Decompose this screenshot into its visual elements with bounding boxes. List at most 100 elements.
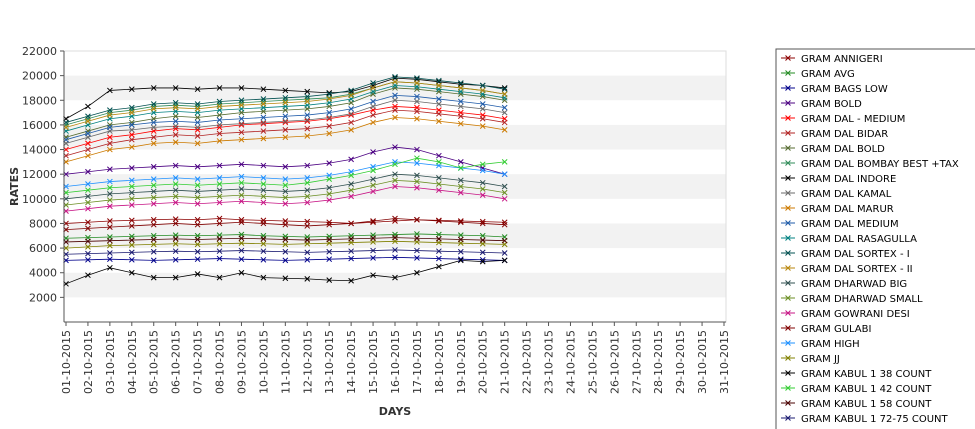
data-point <box>282 188 289 195</box>
data-point <box>260 193 267 200</box>
data-point <box>282 163 289 170</box>
data-point <box>194 126 201 133</box>
data-point <box>392 177 398 184</box>
data-point <box>282 236 289 243</box>
data-point <box>150 103 157 110</box>
grid-band <box>64 272 726 298</box>
data-point <box>216 175 223 181</box>
data-point <box>370 176 376 182</box>
data-point <box>85 199 91 206</box>
legend-marker <box>785 280 791 286</box>
legend-entry: GRAM BAGS LOW <box>801 84 888 95</box>
data-point <box>370 188 376 195</box>
x-tick-label: 09-10-2015 <box>235 330 248 394</box>
y-tick-label: 2000 <box>29 291 57 304</box>
data-point <box>414 93 420 100</box>
x-tick-label: 07-10-2015 <box>192 330 205 394</box>
data-point <box>107 184 113 191</box>
data-point <box>194 101 201 107</box>
data-point <box>479 167 486 174</box>
data-point <box>326 96 333 102</box>
data-point <box>457 219 464 226</box>
data-point <box>172 125 179 132</box>
legend-marker <box>785 205 791 211</box>
data-point <box>260 181 267 187</box>
legend-entry: GRAM AVG <box>801 69 855 80</box>
data-point <box>216 199 223 206</box>
data-point <box>238 85 245 91</box>
data-point <box>238 192 245 198</box>
data-point <box>326 221 333 228</box>
data-point <box>260 120 267 127</box>
data-point <box>304 193 311 200</box>
data-point <box>392 144 398 150</box>
data-point <box>85 244 91 250</box>
y-tick-label: 16000 <box>22 119 57 132</box>
data-point <box>85 193 91 200</box>
data-point <box>304 218 311 225</box>
data-point <box>238 256 245 263</box>
data-point <box>238 198 245 205</box>
legend-entry: GRAM HIGH <box>801 339 860 350</box>
data-point <box>128 237 135 243</box>
data-point <box>128 104 135 111</box>
data-point <box>282 126 289 133</box>
data-point <box>282 257 289 264</box>
data-point <box>370 82 376 89</box>
data-point <box>436 248 442 255</box>
data-point <box>479 220 486 227</box>
data-point <box>128 189 135 196</box>
legend-entry: GRAM KABUL 1 42 COUNT <box>801 384 932 395</box>
data-point <box>392 234 398 241</box>
x-tick-label: 13-10-2015 <box>323 330 336 394</box>
data-point <box>194 182 201 189</box>
data-point <box>392 114 398 121</box>
legend-marker <box>785 190 791 196</box>
data-point <box>370 218 376 224</box>
data-point <box>348 119 354 126</box>
data-point <box>348 156 354 163</box>
data-point <box>392 78 398 85</box>
legend: GRAM ANNIGERI GRAM AVG GRAM BAGS LOW GRAM B… <box>775 48 975 429</box>
data-point <box>414 108 420 115</box>
data-point <box>85 250 91 257</box>
data-point <box>304 93 311 100</box>
data-point <box>304 133 311 139</box>
data-point <box>436 77 442 84</box>
data-point <box>216 138 223 144</box>
data-point <box>370 167 376 174</box>
legend-marker <box>785 340 791 346</box>
data-point <box>370 182 376 189</box>
x-tick-label: 24-10-2015 <box>564 330 577 394</box>
data-point <box>479 179 486 186</box>
data-point <box>260 96 267 102</box>
data-point <box>216 215 223 222</box>
data-point <box>304 162 311 169</box>
x-tick-label: 04-10-2015 <box>126 330 139 394</box>
data-point <box>216 101 223 107</box>
data-point <box>370 80 376 86</box>
legend-entry: GRAM DAL MARUR <box>801 204 894 215</box>
data-point <box>128 195 135 202</box>
data-point <box>238 120 245 127</box>
data-point <box>238 179 245 186</box>
data-point <box>107 224 113 231</box>
data-point <box>326 191 333 197</box>
data-point <box>348 255 354 262</box>
data-point <box>128 122 135 128</box>
data-point <box>238 129 245 136</box>
data-point <box>392 218 398 224</box>
data-point <box>348 87 354 94</box>
data-point <box>107 124 113 131</box>
data-point <box>260 235 267 242</box>
data-point <box>326 90 333 96</box>
data-point <box>282 118 289 125</box>
data-point <box>436 110 442 117</box>
data-point <box>260 114 267 121</box>
data-point <box>85 272 91 279</box>
data-point <box>436 263 442 270</box>
data-point <box>107 264 113 271</box>
data-point <box>370 149 376 155</box>
data-point <box>128 242 135 248</box>
